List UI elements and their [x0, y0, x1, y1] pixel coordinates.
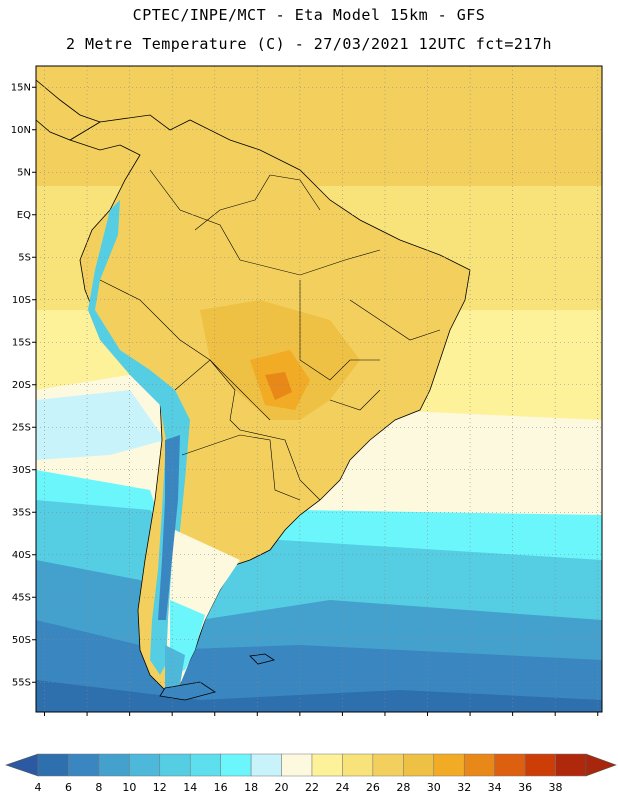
lon-label: 65W: [203, 719, 226, 720]
colorbar-cell: [463, 753, 495, 777]
colorbar-label: 20: [275, 781, 289, 794]
colorbar-cell: [311, 753, 343, 777]
colorbar-cell: [372, 753, 404, 777]
colorbar-cell: [281, 753, 313, 777]
colorbar-cell: [189, 753, 221, 777]
lat-label: 50S: [12, 635, 31, 646]
colorbar-cell: [37, 753, 69, 777]
colorbar-over-arrow: [585, 753, 617, 777]
latitude-labels: 15N 10N 5N EQ 5S 10S 15S 20S 25S 30S 35S 40S 45S 50S 5…: [11, 82, 36, 688]
colorbar-label: 34: [488, 781, 502, 794]
colorbar-label: 4: [35, 781, 42, 794]
colorbar-label: 6: [65, 781, 72, 794]
temperature-map: 15N 10N 5N EQ 5S 10S 15S 20S 25S 30S 35S 40S 45S 50S 5…: [11, 65, 609, 720]
colorbar-label: 12: [153, 781, 167, 794]
lon-label: 40W: [416, 719, 439, 720]
colorbar-cell: [494, 753, 526, 777]
lat-label: 35S: [12, 507, 31, 518]
lon-label: 75W: [118, 719, 141, 720]
colorbar-label: 16: [214, 781, 228, 794]
lat-label: EQ: [17, 210, 31, 221]
colorbar-label: 26: [366, 781, 380, 794]
colorbar-cell: [250, 753, 282, 777]
lon-label: 20W: [586, 719, 609, 720]
colorbar-label: 22: [305, 781, 319, 794]
country-borders: [99, 169, 441, 501]
lon-label: 80W: [76, 719, 99, 720]
lon-label: 60W: [246, 719, 269, 720]
colorbar-cell: [342, 753, 374, 777]
colorbar-cell: [68, 753, 100, 777]
lat-label: 15S: [12, 337, 31, 348]
chart-title-line1: CPTEC/INPE/MCT - Eta Model 15km - GFS: [132, 6, 486, 24]
lon-label: 25W: [544, 719, 567, 720]
lat-label: 5N: [17, 167, 31, 178]
colorbar-label: 36: [518, 781, 532, 794]
lon-label: 30W: [501, 719, 524, 720]
lon-label: 50W: [331, 719, 354, 720]
colorbar-label: 30: [427, 781, 441, 794]
colorbar-cell: [159, 753, 191, 777]
colorbar-label: 24: [335, 781, 349, 794]
lon-label: 45W: [374, 719, 397, 720]
lat-label: 10S: [12, 295, 31, 306]
colorbar-label: 28: [396, 781, 410, 794]
colorbar-cell: [403, 753, 435, 777]
colorbar-label: 10: [122, 781, 136, 794]
colorbar-label: 38: [549, 781, 563, 794]
lat-label: 20S: [12, 380, 31, 391]
colorbar-cell: [433, 753, 465, 777]
lat-label: 10N: [11, 125, 31, 136]
lat-label: 40S: [12, 550, 31, 561]
colorbar-cell: [98, 753, 130, 777]
colorbar-cell: [555, 753, 587, 777]
colorbar-label: 14: [183, 781, 197, 794]
lat-label: 15N: [11, 82, 31, 93]
map-field: [36, 66, 602, 712]
lat-label: 45S: [12, 592, 31, 603]
lat-label: 55S: [12, 677, 31, 688]
lon-label: 70W: [161, 719, 184, 720]
colorbar-cell: [129, 753, 161, 777]
colorbar-label: 8: [95, 781, 102, 794]
colorbar-cell: [220, 753, 252, 777]
chart-title-line2: 2 Metre Temperature (C) - 27/03/2021 12U…: [65, 35, 553, 53]
map-frame: [35, 65, 603, 713]
colorbar-label: 18: [244, 781, 258, 794]
colorbar-label: 32: [457, 781, 471, 794]
lon-label: 85W: [33, 719, 56, 720]
lon-label: 35W: [459, 719, 482, 720]
longitude-labels: 85W 80W 75W 70W 65W 60W 55W 50W 45W 40W 35W 30W 25W 2…: [33, 712, 609, 720]
colorbar-cell: [524, 753, 556, 777]
lat-label: 25S: [12, 422, 31, 433]
colorbar: 4 6 8 10 12 14 16 18 20 22 24 26 28 30 32 34 36 38: [5, 753, 617, 794]
colorbar-under-arrow: [5, 753, 39, 777]
lat-label: 5S: [18, 252, 31, 263]
lat-label: 30S: [12, 465, 31, 476]
lon-label: 55W: [289, 719, 312, 720]
